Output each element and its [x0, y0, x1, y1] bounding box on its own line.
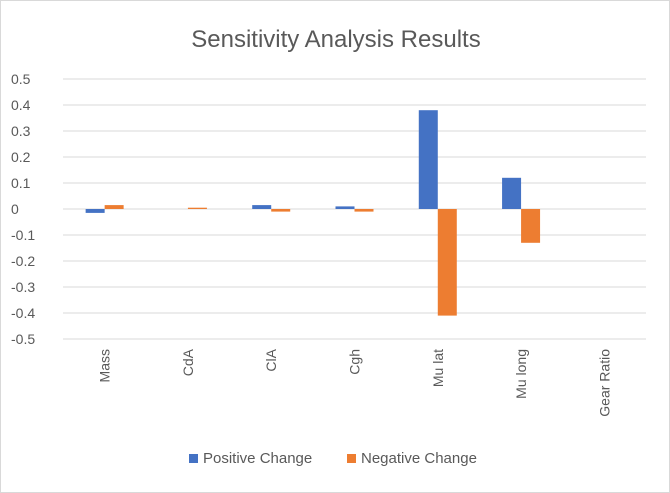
bar-positive-mu-lat [418, 110, 438, 209]
bar-positive-mu-long [502, 177, 522, 209]
legend: Positive Change Negative Change [189, 450, 477, 467]
y-tick-label: 0.5 [11, 71, 31, 87]
bars [85, 110, 541, 316]
bar-negative-mu-long [521, 209, 541, 243]
y-tick-label: 0.1 [11, 175, 31, 191]
bar-negative-cda [187, 207, 207, 209]
x-tick-label: ClA [263, 348, 279, 371]
bar-negative-mu-lat [437, 209, 457, 316]
y-axis-ticks: 0.5 0.4 0.3 0.2 0.1 0 -0.1 -0.2 -0.3 -0.4 -0.5 [11, 71, 35, 347]
y-tick-label: 0.2 [11, 149, 31, 165]
bar-positive-mass [85, 209, 105, 213]
bar-negative-cla [271, 209, 291, 212]
x-axis-ticks: Mass CdA ClA Cgh Mu lat Mu long Gear Ratio [97, 348, 613, 416]
x-tick-label: Gear Ratio [596, 349, 612, 417]
y-tick-label: -0.1 [11, 227, 35, 243]
x-tick-label: CdA [180, 348, 196, 376]
legend-swatch [347, 454, 356, 463]
y-tick-label: 0 [11, 201, 19, 217]
y-tick-label: -0.2 [11, 253, 35, 269]
legend-label: Positive Change [203, 450, 312, 467]
bar-negative-cgh [354, 209, 374, 212]
y-tick-label: -0.3 [11, 279, 35, 295]
legend-swatch [189, 454, 198, 463]
x-tick-label: Mu long [513, 349, 529, 399]
x-tick-label: Cgh [347, 349, 363, 375]
bar-positive-cla [252, 205, 272, 209]
bar-negative-mass [104, 205, 124, 209]
y-tick-label: 0.3 [11, 123, 31, 139]
x-tick-label: Mass [97, 349, 113, 382]
bar-positive-cgh [335, 206, 355, 209]
legend-label: Negative Change [361, 450, 477, 467]
y-tick-label: 0.4 [11, 97, 31, 113]
chart-title: Sensitivity Analysis Results [191, 26, 480, 53]
y-tick-label: -0.4 [11, 305, 35, 321]
x-tick-label: Mu lat [430, 349, 446, 387]
y-tick-label: -0.5 [11, 331, 35, 347]
